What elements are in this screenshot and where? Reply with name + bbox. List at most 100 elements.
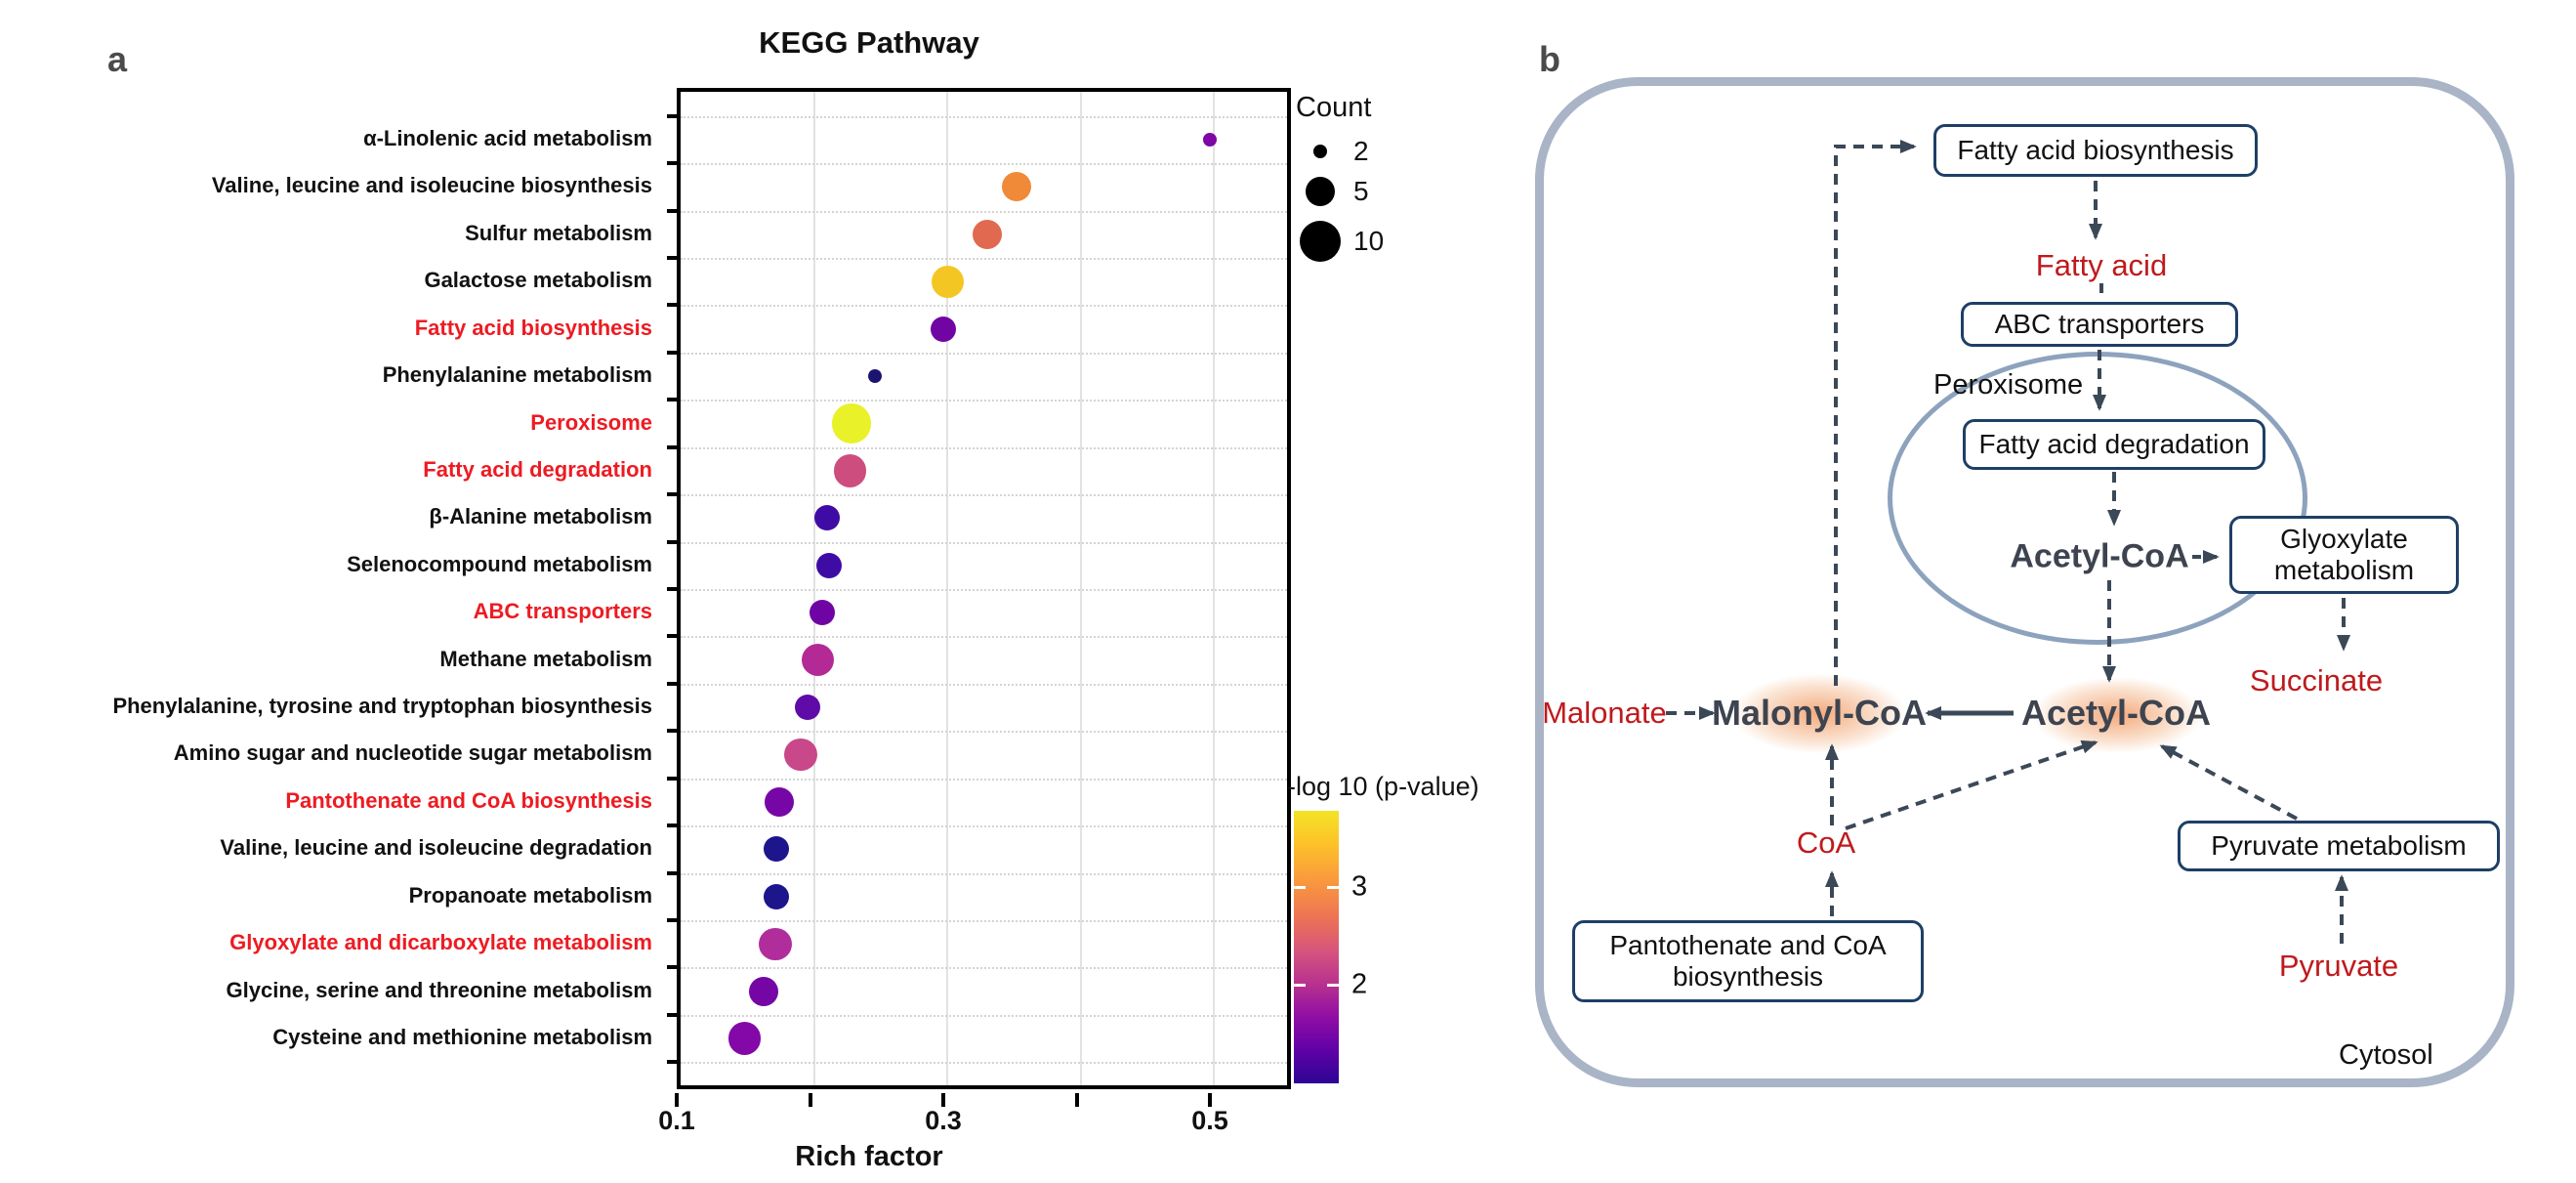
colorbar-tick-label: 2: [1351, 968, 1368, 1000]
y-tick: [667, 824, 677, 828]
y-tick: [667, 492, 677, 497]
scatter-dot: [784, 738, 817, 772]
h-gridline: [681, 778, 1287, 781]
colorbar: [1294, 811, 1339, 1083]
scatter-dot: [973, 219, 1003, 249]
h-gridline: [681, 588, 1287, 591]
h-gridline: [681, 400, 1287, 402]
y-axis-label: Cysteine and methionine metabolism: [272, 1024, 652, 1049]
scatter-dot: [868, 369, 883, 384]
y-axis-label: Valine, leucine and isoleucine biosynthe…: [211, 173, 652, 198]
y-tick: [667, 965, 677, 970]
y-tick: [667, 113, 677, 118]
h-gridline: [681, 683, 1287, 686]
h-gridline: [681, 731, 1287, 734]
y-tick: [667, 208, 677, 213]
y-axis-label: Sulfur metabolism: [465, 220, 652, 245]
y-axis-label: Glyoxylate and dicarboxylate metabolism: [229, 930, 652, 955]
y-tick: [667, 776, 677, 781]
y-tick: [667, 1060, 677, 1065]
plot-area: [677, 88, 1291, 1089]
y-axis-label: Peroxisome: [530, 409, 652, 435]
h-gridline: [681, 636, 1287, 639]
y-axis-label: Valine, leucine and isoleucine degradati…: [220, 835, 652, 861]
h-gridline: [681, 967, 1287, 970]
arrow-pyruvatemet-to-acetylcoa: [2159, 744, 2298, 821]
scatter-dot: [814, 505, 841, 531]
y-axis-label: Propanoate metabolism: [408, 882, 652, 908]
h-gridline: [681, 919, 1287, 922]
panel-b-label: b: [1539, 39, 1560, 79]
size-legend-value: 5: [1353, 176, 1369, 206]
box-pyruvate-metabolism: Pyruvate metabolism: [2178, 821, 2500, 871]
y-tick: [667, 681, 677, 686]
y-tick: [667, 729, 677, 734]
size-legend-dot: [1299, 220, 1342, 263]
y-axis-label: Fatty acid biosynthesis: [414, 315, 652, 340]
box-pantothenate-coa-biosynthesis: Pantothenate and CoA biosynthesis: [1572, 920, 1924, 1002]
x-tick: [1208, 1093, 1212, 1107]
y-tick: [667, 256, 677, 261]
y-tick: [667, 444, 677, 449]
cytosol-label: Cytosol: [2339, 1039, 2433, 1071]
y-axis-label: Selenocompound metabolism: [347, 551, 652, 576]
x-axis-title: Rich factor: [795, 1141, 943, 1172]
size-legend-dot: [1312, 144, 1328, 159]
acetyl-coa-peroxisome-label: Acetyl-CoA: [2010, 537, 2189, 575]
fatty-acid-label: Fatty acid: [2035, 248, 2168, 282]
scatter-dot: [802, 644, 835, 677]
box-fatty-acid-degradation: Fatty acid degradation: [1963, 419, 2265, 470]
y-axis-label: Galactose metabolism: [424, 268, 652, 293]
arrow-malonylcoa-to-fab: [1834, 140, 1917, 686]
scatter-dot: [815, 552, 842, 578]
peroxisome-label: Peroxisome: [1933, 369, 2084, 401]
y-tick: [667, 870, 677, 875]
scatter-dot: [794, 694, 820, 721]
size-legend-value: 10: [1353, 226, 1385, 256]
h-gridline: [681, 210, 1287, 213]
y-axis-label: Fatty acid degradation: [423, 456, 652, 482]
h-gridline: [681, 163, 1287, 166]
y-tick: [667, 303, 677, 308]
y-axis-label: Phenylalanine, tyrosine and tryptophan b…: [112, 694, 652, 719]
h-gridline: [681, 872, 1287, 875]
x-tick: [941, 1093, 945, 1107]
arrow-coa-to-acetylcoa: [1845, 739, 2098, 830]
malonyl-coa-glow: [1707, 662, 1932, 765]
scatter-dot: [831, 403, 871, 444]
h-gridline: [681, 494, 1287, 497]
x-tick: [808, 1093, 812, 1107]
v-gridline: [1079, 92, 1082, 1085]
scatter-dot: [931, 265, 964, 298]
malonyl-coa-label: Malonyl-CoA: [1712, 693, 1927, 733]
y-tick: [667, 586, 677, 591]
y-tick: [667, 398, 677, 402]
colorbar-tick-dash: [1327, 886, 1339, 890]
scatter-dot: [764, 883, 790, 909]
panel-a-label: a: [107, 39, 128, 79]
scatter-dot: [764, 836, 790, 863]
y-tick: [667, 350, 677, 355]
box-glyoxylate-metabolism: Glyoxylate metabolism: [2229, 516, 2459, 594]
box-fatty-acid-biosynthesis: Fatty acid biosynthesis: [1933, 124, 2258, 177]
malonate-label: Malonate: [1542, 696, 1667, 730]
coa-label: CoA: [1796, 825, 1856, 860]
acetyl-coa-cytosol-label: Acetyl-CoA: [2020, 693, 2212, 733]
size-legend-dot: [1305, 176, 1335, 206]
size-legend-title: Count: [1296, 92, 1372, 123]
y-axis-label: α-Linolenic acid metabolism: [363, 126, 652, 150]
h-gridline: [681, 305, 1287, 308]
y-axis-label: Methane metabolism: [439, 646, 652, 671]
size-legend-value: 2: [1353, 136, 1369, 166]
y-tick: [667, 634, 677, 639]
colorbar-tick-dash: [1327, 984, 1339, 987]
x-tick: [1074, 1093, 1079, 1107]
colorbar-tick-label: 3: [1351, 870, 1368, 903]
v-gridline: [1213, 92, 1215, 1085]
colorbar-title: -log 10 (p-value): [1287, 772, 1479, 801]
scatter-dot: [1202, 132, 1218, 148]
y-axis-label: Phenylalanine metabolism: [382, 362, 652, 388]
box-abc-transporters: ABC transporters: [1961, 302, 2238, 347]
